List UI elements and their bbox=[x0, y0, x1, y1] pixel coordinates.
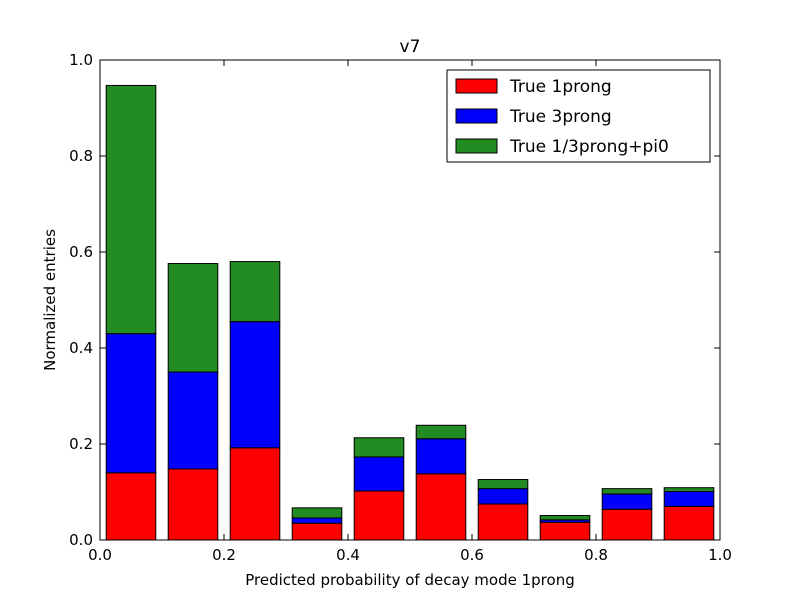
y-tick-label: 0.6 bbox=[69, 243, 93, 261]
x-tick-label: 0.2 bbox=[212, 546, 236, 564]
bar-bin8-series0 bbox=[601, 508, 653, 541]
bar-bin8-series1 bbox=[601, 493, 653, 510]
y-tick-label: 1.0 bbox=[69, 51, 93, 69]
y-tick-label: 0.8 bbox=[69, 147, 93, 165]
legend-label: True 1prong bbox=[509, 77, 612, 97]
x-tick-label: 0.8 bbox=[584, 546, 608, 564]
bar-bin5-series1 bbox=[415, 438, 467, 475]
bar-bin9-series1 bbox=[663, 491, 715, 507]
legend-swatch bbox=[455, 138, 498, 154]
y-tick-label: 0.0 bbox=[69, 531, 93, 549]
legend: True 1prong True 3prong True 1/3prong+pi0 bbox=[446, 69, 711, 163]
legend-swatch bbox=[455, 108, 498, 124]
bar-bin2-series0 bbox=[229, 447, 281, 541]
x-tick-label: 0.6 bbox=[460, 546, 484, 564]
bar-bin4-series2 bbox=[353, 437, 405, 458]
y-tick-label: 0.4 bbox=[69, 339, 93, 357]
bar-bin0-series1 bbox=[105, 333, 157, 474]
bar-bin7-series0 bbox=[539, 521, 591, 541]
bar-bin6-series1 bbox=[477, 488, 529, 505]
bar-bin2-series1 bbox=[229, 321, 281, 449]
legend-label: True 1/3prong+pi0 bbox=[509, 137, 669, 157]
bar-bin1-series0 bbox=[167, 468, 219, 541]
bar-bin5-series2 bbox=[415, 424, 467, 440]
bar-bin2-series2 bbox=[229, 261, 281, 323]
bar-bin7-series2 bbox=[539, 515, 591, 521]
bar-bin4-series1 bbox=[353, 456, 405, 492]
chart-title: v7 bbox=[400, 37, 421, 57]
bar-bin9-series0 bbox=[663, 505, 715, 541]
x-axis-label: Predicted probability of decay mode 1pro… bbox=[245, 571, 574, 589]
legend-swatch bbox=[455, 78, 498, 94]
bar-bin3-series2 bbox=[291, 507, 343, 519]
bar-bin5-series0 bbox=[415, 473, 467, 541]
y-axis-label: Normalized entries bbox=[41, 229, 59, 371]
bar-bin3-series0 bbox=[291, 522, 343, 541]
legend-label: True 3prong bbox=[509, 107, 612, 127]
bar-bin0-series0 bbox=[105, 472, 157, 541]
x-tick-label: 1.0 bbox=[708, 546, 732, 564]
bars-layer bbox=[105, 84, 715, 541]
bar-bin8-series2 bbox=[601, 488, 653, 495]
bar-bin1-series1 bbox=[167, 371, 219, 470]
bar-bin1-series2 bbox=[167, 263, 219, 373]
plot-frame bbox=[99, 59, 721, 541]
bar-bin4-series0 bbox=[353, 490, 405, 541]
bar-bin0-series2 bbox=[105, 84, 157, 335]
bar-bin6-series0 bbox=[477, 503, 529, 541]
x-tick-label: 0.0 bbox=[88, 546, 112, 564]
y-tick-label: 0.2 bbox=[69, 435, 93, 453]
bar-bin6-series2 bbox=[477, 479, 529, 490]
x-tick-label: 0.4 bbox=[336, 546, 360, 564]
bar-bin9-series2 bbox=[663, 487, 715, 493]
axis-ticks: 0.0 0.2 0.4 0.6 0.8 1.0 0.0 0.2 0.4 0.6 0.8 1.0 bbox=[69, 51, 732, 564]
bar-bin3-series1 bbox=[291, 517, 343, 524]
